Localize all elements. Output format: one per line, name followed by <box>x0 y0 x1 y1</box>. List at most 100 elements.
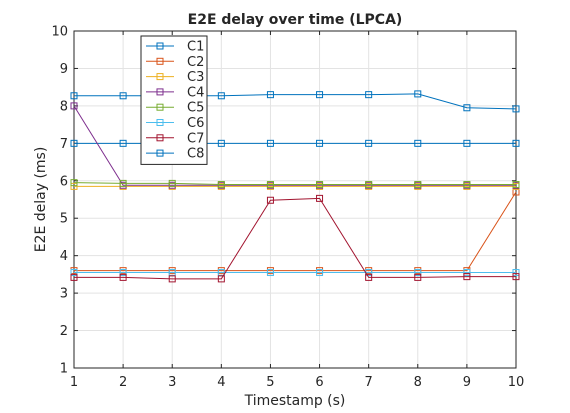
data-point-c7 <box>217 275 225 283</box>
data-point-c1 <box>414 139 422 147</box>
series-line-c5 <box>73 182 516 186</box>
x-tick-label: 8 <box>414 375 422 390</box>
x-tick-label: 5 <box>266 375 274 390</box>
legend-marker <box>156 149 164 157</box>
data-point-c8 <box>266 91 274 99</box>
y-tick-label: 9 <box>60 62 68 77</box>
data-point-c5 <box>463 181 471 189</box>
data-point-c1 <box>119 139 127 147</box>
data-point-c8 <box>316 91 324 99</box>
data-point-c8 <box>463 104 471 112</box>
data-point-c4 <box>70 102 78 110</box>
data-point-c8 <box>512 105 520 113</box>
chart-title: E2E delay over time (LPCA) <box>188 12 403 28</box>
x-tick-label: 10 <box>508 375 525 390</box>
legend-label: C7 <box>187 131 204 146</box>
data-point-c5 <box>217 181 225 189</box>
data-point-c8 <box>119 92 127 100</box>
legend-label: C6 <box>187 116 204 131</box>
data-point-c1 <box>512 139 520 147</box>
data-point-c8 <box>414 90 422 98</box>
legend-entry-c8: C8 <box>146 147 204 162</box>
legend-entry-c4: C4 <box>146 85 204 100</box>
data-point-c1 <box>266 139 274 147</box>
data-point-c6 <box>266 269 274 277</box>
data-point-c1 <box>463 139 471 147</box>
data-point-c5 <box>168 179 176 187</box>
y-tick-label: 6 <box>60 174 68 189</box>
legend-marker <box>156 42 164 50</box>
data-point-c6 <box>119 269 127 277</box>
y-tick-label: 7 <box>60 137 68 152</box>
data-point-c1 <box>365 139 373 147</box>
data-point-c7 <box>365 273 373 281</box>
x-tick-label: 6 <box>315 375 323 390</box>
data-point-c5 <box>119 179 127 187</box>
data-point-c6 <box>512 269 520 277</box>
series-group <box>70 90 520 283</box>
data-point-c6 <box>316 269 324 277</box>
data-point-c5 <box>365 181 373 189</box>
y-tick-label: 4 <box>60 249 68 264</box>
series-c7 <box>70 194 520 283</box>
x-tick-label: 2 <box>119 375 127 390</box>
data-point-c1 <box>217 139 225 147</box>
data-point-c8 <box>70 92 78 100</box>
data-point-c3 <box>70 182 78 190</box>
data-point-c5 <box>266 181 274 189</box>
legend-marker <box>156 88 164 96</box>
series-line-c2 <box>74 191 517 272</box>
legend-marker <box>156 103 164 111</box>
x-tick-label: 1 <box>70 375 78 390</box>
legend-marker <box>156 73 164 81</box>
legend-label: C1 <box>187 40 204 55</box>
legend-entry-c3: C3 <box>146 70 204 85</box>
data-point-c8 <box>217 92 225 100</box>
data-point-c1 <box>316 139 324 147</box>
data-point-c7 <box>266 196 274 204</box>
data-point-c5 <box>316 181 324 189</box>
y-tick-label: 5 <box>60 212 68 227</box>
legend-box <box>140 35 208 165</box>
y-tick-label: 2 <box>60 324 68 339</box>
x-tick-label: 4 <box>217 375 225 390</box>
legend-entry-c6: C6 <box>146 116 204 131</box>
plot-area <box>73 30 517 369</box>
legend-label: C8 <box>187 147 204 162</box>
data-point-c5 <box>414 181 422 189</box>
data-point-c7 <box>414 273 422 281</box>
y-tick-label: 10 <box>51 25 68 40</box>
data-point-c5 <box>70 179 78 187</box>
x-tick-label: 3 <box>168 375 176 390</box>
data-point-c7 <box>119 273 127 281</box>
y-axis-label: E2E delay (ms) <box>33 147 49 253</box>
y-tick-label: 8 <box>60 99 68 114</box>
y-tick-label: 3 <box>60 287 68 302</box>
series-line-c7 <box>74 197 516 280</box>
legend-label: C4 <box>187 85 204 100</box>
data-point-c6 <box>414 269 422 277</box>
data-point-c7 <box>168 275 176 283</box>
legend-marker <box>156 119 164 126</box>
legend-marker <box>156 57 164 65</box>
x-tick-label: 7 <box>365 375 373 390</box>
legend-entry-c5: C5 <box>146 101 204 116</box>
data-point-c5 <box>512 181 520 189</box>
data-point-c7 <box>316 194 324 202</box>
legend-entry-c7: C7 <box>146 131 204 146</box>
legend-label: C2 <box>187 55 204 70</box>
data-point-c6 <box>70 269 78 277</box>
series-c5 <box>70 179 520 189</box>
data-point-c7 <box>70 273 78 281</box>
legend-label: C3 <box>187 70 204 85</box>
data-point-c7 <box>463 273 471 281</box>
legend-entry-c2: C2 <box>146 55 204 70</box>
data-point-c6 <box>463 269 471 277</box>
x-axis-label: Timestamp (s) <box>244 393 346 409</box>
data-point-c8 <box>365 91 373 99</box>
x-tick-label: 9 <box>463 375 471 390</box>
legend-entry-c1: C1 <box>146 40 204 55</box>
legend-marker <box>156 134 164 142</box>
